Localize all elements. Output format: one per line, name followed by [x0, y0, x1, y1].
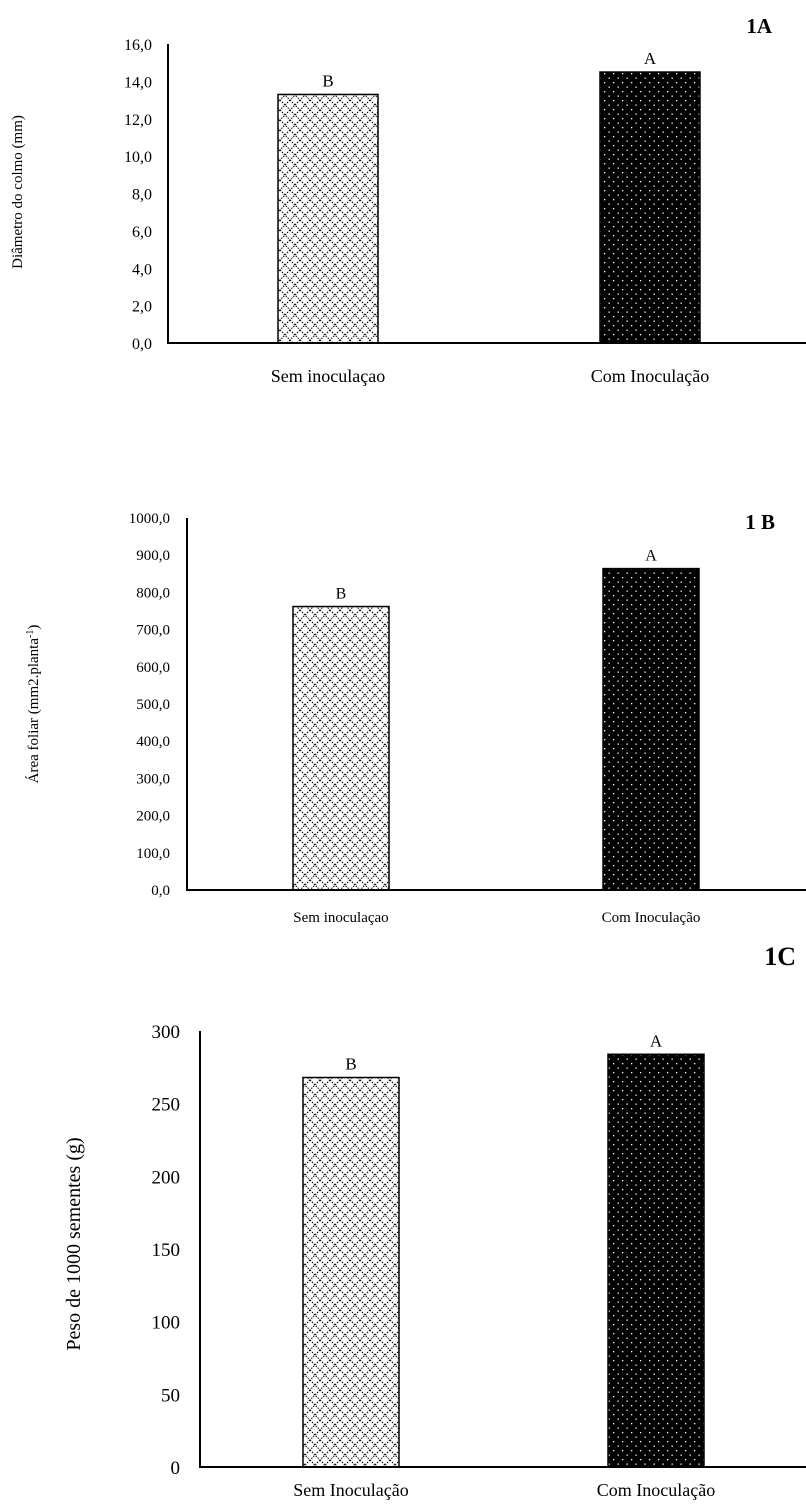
- bar-letters: BA: [322, 49, 657, 90]
- y-tick-label: 700,0: [136, 623, 170, 639]
- x-tick-label: Sem inoculaçao: [271, 366, 385, 386]
- y-tick-label: 6,0: [132, 224, 152, 241]
- x-tick-label: Com Inoculação: [602, 910, 701, 926]
- y-tick-label: 4,0: [132, 261, 152, 278]
- panel-label: 1A: [746, 14, 773, 38]
- y-tick-label: 800,0: [136, 585, 170, 601]
- y-tick-labels: 0,0 2,0 4,0 6,0 8,0 10,0 12,0 14,0 16,0: [124, 37, 152, 353]
- bar-letter: A: [650, 1031, 663, 1050]
- bar-letter: B: [345, 1055, 356, 1074]
- x-tick-label: Com Inoculação: [591, 366, 709, 386]
- y-tick-label: 12,0: [124, 112, 152, 129]
- y-tick-label: 2,0: [132, 299, 152, 316]
- y-tick-label: 16,0: [124, 37, 152, 54]
- bar-com-inoculacao: [607, 1053, 705, 1468]
- y-tick-label: 900,0: [136, 548, 170, 564]
- x-tick-labels: Sem inoculaçao Com Inoculação: [271, 366, 709, 386]
- y-axis-title-text: Diâmetro do colmo (mm): [10, 115, 26, 269]
- bar-sem-inoculacao: [277, 93, 379, 344]
- chart-1c: 1C Peso de 1000 sementes (g) 0 50 100 150 20…: [63, 942, 806, 1500]
- bars: [302, 1053, 705, 1468]
- bar-letter: A: [644, 49, 657, 68]
- y-tick-label: 8,0: [132, 187, 152, 204]
- y-axis-title-text: Peso de 1000 sementes (g): [63, 1137, 85, 1350]
- chart-1a: 1A Diâmetro do colmo (mm) 0,0 2,0 4,0 6,0 8,…: [10, 14, 806, 386]
- x-tick-label: Sem inoculaçao: [293, 910, 388, 926]
- bar-letter: A: [645, 548, 657, 565]
- y-tick-label: 14,0: [124, 74, 152, 91]
- chart-1b: 1 B Área foliar (mm2.planta-1) 0,0 100,0 2…: [25, 510, 806, 926]
- y-axis-title-sup: -1: [25, 630, 36, 638]
- bar-letters: BA: [336, 548, 658, 603]
- bar-letter: B: [336, 586, 347, 603]
- x-tick-label: Sem Inoculação: [293, 1480, 408, 1500]
- y-tick-label: 200: [152, 1167, 181, 1188]
- y-tick-label: 300: [152, 1022, 181, 1043]
- y-axis-title: Diâmetro do colmo (mm): [10, 115, 26, 269]
- x-tick-labels: Sem Inoculação Com Inoculação: [293, 1480, 715, 1500]
- y-tick-label: 200,0: [136, 809, 170, 825]
- y-tick-label: 0,0: [151, 883, 170, 899]
- y-tick-label: 1000,0: [129, 511, 170, 527]
- bar-letter: B: [322, 71, 333, 90]
- y-axis-title-tail: ): [26, 625, 42, 630]
- y-tick-label: 50: [161, 1385, 180, 1406]
- bar-com-inoculacao: [602, 567, 700, 891]
- bar-sem-inoculacao: [292, 605, 390, 891]
- x-tick-labels: Sem inoculaçao Com Inoculação: [293, 910, 700, 926]
- y-axis-title: Peso de 1000 sementes (g): [63, 1137, 85, 1350]
- y-axis-title: Área foliar (mm2.planta-1): [25, 625, 43, 784]
- bar-letters: BA: [345, 1031, 663, 1073]
- bar-sem-inoculacao: [302, 1076, 400, 1468]
- y-tick-label: 250: [152, 1095, 181, 1116]
- y-tick-label: 300,0: [136, 771, 170, 787]
- y-tick-label: 100,0: [136, 846, 170, 862]
- y-tick-label: 400,0: [136, 734, 170, 750]
- y-tick-label: 500,0: [136, 697, 170, 713]
- y-tick-labels: 0,0 100,0 200,0 300,0 400,0 500,0 600,0 700,0 80…: [129, 511, 170, 899]
- y-tick-label: 600,0: [136, 660, 170, 676]
- x-tick-label: Com Inoculação: [597, 1480, 715, 1500]
- y-tick-label: 0: [171, 1458, 181, 1479]
- y-tick-label: 10,0: [124, 149, 152, 166]
- y-tick-label: 100: [152, 1313, 181, 1334]
- bar-com-inoculacao: [599, 71, 701, 344]
- y-tick-labels: 0 50 100 150 200 250 300: [152, 1022, 181, 1479]
- panel-label: 1C: [764, 942, 796, 971]
- bars: [292, 567, 700, 891]
- panel-label: 1 B: [745, 510, 775, 534]
- bars: [277, 71, 701, 344]
- y-axis-title-text: Área foliar (mm2.planta: [25, 638, 42, 784]
- y-tick-label: 150: [152, 1240, 181, 1261]
- y-tick-label: 0,0: [132, 336, 152, 353]
